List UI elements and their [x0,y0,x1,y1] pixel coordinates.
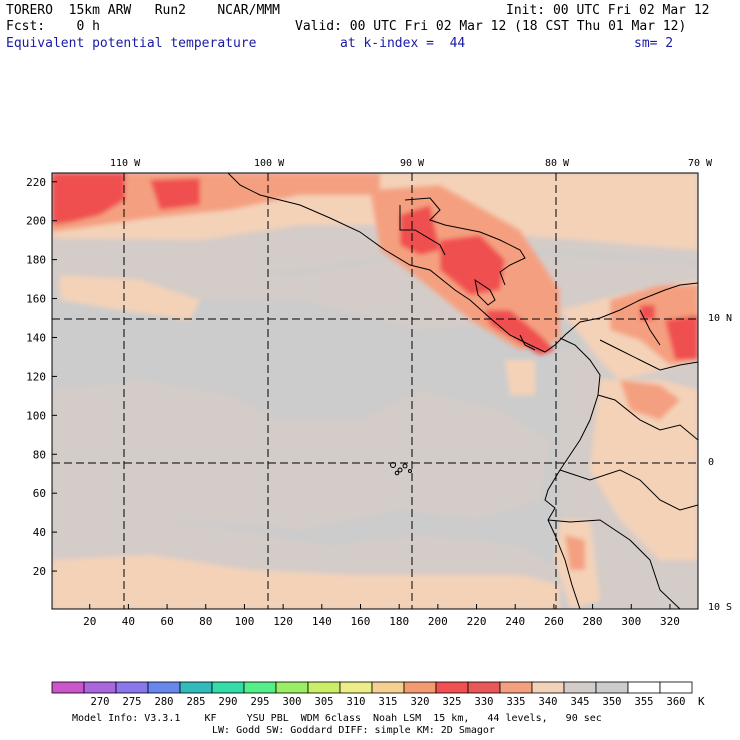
y-tick-label: 140 [26,331,46,344]
colorbar-swatch [115,681,149,694]
colorbar-swatch [627,681,661,694]
colorbar-label: 275 [123,696,142,708]
lat-label-10n: 10 N [708,313,733,324]
x-tick-label: 60 [160,615,173,628]
x-tick-label: 220 [467,615,487,628]
y-axis-ticks: 220 200 180 160 140 120 100 80 60 40 20 [26,176,57,578]
colorbar-swatch [243,681,277,694]
smoothing: sm= 2 [634,36,674,51]
x-tick-label: 320 [660,615,680,628]
colorbar-swatch [307,681,341,694]
colorbar-swatch [275,681,309,694]
colorbar-label: 360 [667,696,686,708]
y-tick-label: 80 [33,448,46,461]
colorbar-label: 340 [539,696,558,708]
colorbar-label: 280 [155,696,174,708]
colorbar-swatch [659,681,693,694]
theta-e-contour-fill [52,173,698,609]
lon-label-90w: 90 W [400,158,425,169]
x-tick-label: 260 [544,615,564,628]
colorbar-label: 350 [603,696,622,708]
y-tick-label: 160 [26,293,46,306]
model-title: TORERO 15km ARW Run2 NCAR/MMM [6,3,280,18]
colorbar-label: 320 [411,696,430,708]
x-tick-label: 40 [122,615,135,628]
colorbar-unit: K [698,695,705,708]
colorbar-label: 315 [379,696,398,708]
colorbar-label: 330 [475,696,494,708]
field-name: Equivalent potential temperature [6,36,257,51]
physics-info: LW: Godd SW: Goddard DIFF: simple KM: 2D… [212,725,495,736]
y-tick-label: 60 [33,487,46,500]
colorbar-swatch [51,681,85,694]
x-tick-label: 280 [583,615,603,628]
colorbar-swatch [147,681,181,694]
x-tick-label: 20 [83,615,96,628]
k-index: at k-index = 44 [340,36,466,51]
x-tick-label: 120 [273,615,293,628]
colorbar-label: 335 [507,696,526,708]
colorbar-label: 285 [187,696,206,708]
lon-label-100w: 100 W [254,158,285,169]
init-time: Init: 00 UTC Fri 02 Mar 12 [506,3,710,18]
x-tick-label: 160 [351,615,371,628]
lon-label-70w: 70 W [688,158,713,169]
colorbar-label: 325 [443,696,462,708]
colorbar-swatch [595,681,629,694]
y-tick-label: 220 [26,176,46,189]
colorbar-swatch [211,681,245,694]
colorbar-swatch [563,681,597,694]
x-tick-label: 80 [199,615,212,628]
coastlines-and-borders [227,173,698,609]
colorbar-label: 310 [347,696,366,708]
y-tick-label: 180 [26,254,46,267]
forecast-hour: Fcst: 0 h [6,19,100,34]
x-axis-ticks: 20 40 60 80 100 120 140 160 180 200 220 240 260 280 30… [83,604,680,628]
colorbar-swatch [403,681,437,694]
y-tick-label: 120 [26,370,46,383]
colorbar-label: 345 [571,696,590,708]
map-frame [51,172,699,610]
x-tick-label: 140 [312,615,332,628]
x-tick-label: 180 [389,615,409,628]
y-tick-label: 40 [33,526,46,539]
lat-label-10s: 10 S [708,602,733,613]
colorbar-swatch [435,681,469,694]
x-tick-label: 100 [235,615,255,628]
colorbar-swatch [83,681,117,694]
x-tick-label: 300 [621,615,641,628]
colorbar-label: 270 [91,696,110,708]
colorbar-swatch [339,681,373,694]
y-tick-label: 20 [33,565,46,578]
colorbar-swatch [499,681,533,694]
model-info: Model Info: V3.3.1 KF YSU PBL WDM 6class… [72,713,602,724]
lat-label-0: 0 [708,457,715,468]
colorbar-label: 355 [635,696,654,708]
colorbar-swatch [467,681,501,694]
lat-lon-grid [52,173,698,609]
x-tick-label: 240 [505,615,525,628]
lon-label-80w: 80 W [545,158,570,169]
colorbar-label: 305 [315,696,334,708]
colorbar-swatch [179,681,213,694]
valid-time: Valid: 00 UTC Fri 02 Mar 12 (18 CST Thu … [295,19,687,34]
y-tick-label: 200 [26,215,46,228]
colorbar-swatch [531,681,565,694]
colorbar-label: 295 [251,696,270,708]
x-tick-label: 200 [428,615,448,628]
colorbar-label: 300 [283,696,302,708]
lon-label-110w: 110 W [110,158,141,169]
colorbar-swatch [371,681,405,694]
colorbar-label: 290 [219,696,238,708]
y-tick-label: 100 [26,409,46,422]
